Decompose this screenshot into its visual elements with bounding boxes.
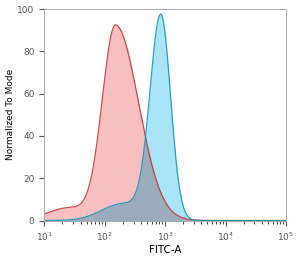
X-axis label: FITC-A: FITC-A [149,245,182,256]
Y-axis label: Normalized To Mode: Normalized To Mode [6,69,15,161]
